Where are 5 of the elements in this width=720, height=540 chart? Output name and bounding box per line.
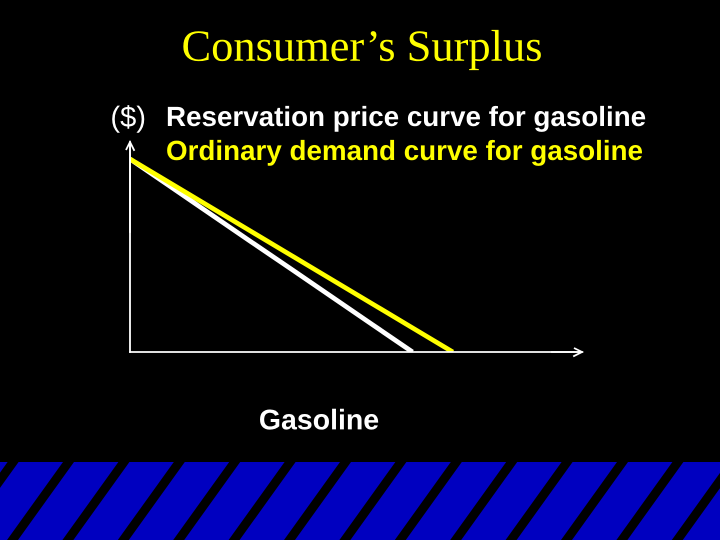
x-axis-title: Gasoline [260, 408, 378, 430]
series-label: Reservation price curve for gasoline [168, 106, 646, 132]
chart-title: Consumer’s Surplus [183, 30, 541, 70]
series-label: Ordinary demand curve for gasoline [167, 140, 642, 166]
y-axis-title: ($) [112, 105, 144, 133]
